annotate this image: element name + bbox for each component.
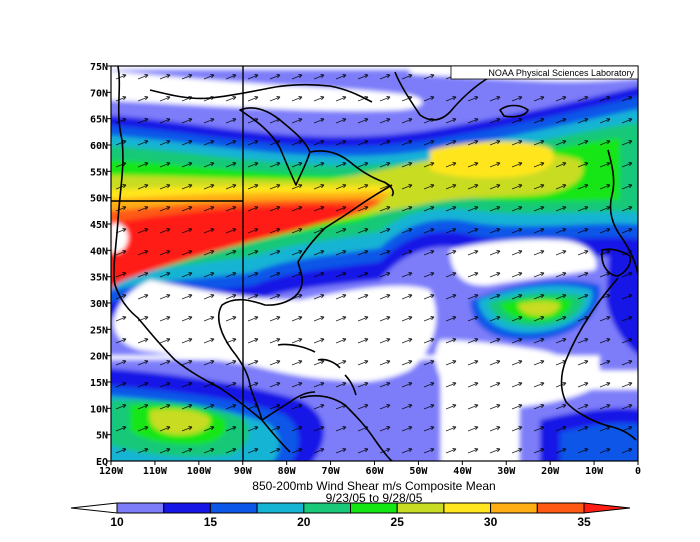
lon-tick-label: 100W: [187, 466, 212, 477]
lat-tick-label: EQ: [96, 457, 108, 468]
colorbar-label: 20: [297, 515, 311, 529]
lon-tick-label: 60W: [365, 466, 384, 477]
lat-tick-label: 35N: [90, 273, 108, 284]
credit-label: NOAA Physical Sciences Laboratory: [488, 68, 634, 78]
colorbar-swatch: [350, 502, 398, 514]
lon-tick-label: 110W: [143, 466, 168, 477]
coast-canadian-arctic: [149, 83, 373, 103]
colorbar-label: 35: [577, 515, 591, 529]
colorbar-swatch: [443, 502, 492, 514]
coast-central-america: [261, 391, 316, 421]
lon-tick-label: 90W: [234, 466, 253, 477]
colorbar-swatch: [256, 502, 305, 514]
lon-tick-label: 20W: [541, 466, 560, 477]
lat-tick-label: 5N: [96, 431, 108, 442]
lat-tick-label: 60N: [90, 141, 108, 152]
colorbar-swatch: [396, 502, 445, 514]
colorbar-swatch: [163, 502, 211, 514]
map-title: 850-200mb Wind Shear m/s Composite Mean: [252, 479, 495, 493]
coast-europe: [607, 149, 638, 276]
lat-tick-label: 15N: [90, 378, 108, 389]
lat-tick-label: 45N: [90, 220, 108, 231]
coast-iceland: [499, 104, 529, 118]
colorbar: 10 15 20 25 30 35: [70, 502, 631, 529]
lat-tick-label: 30N: [90, 299, 108, 310]
coast-us-atlantic: [297, 184, 393, 263]
lon-tick-label: 120W: [99, 466, 124, 477]
lon-tick-label: 10W: [585, 466, 604, 477]
lat-ticks: EQ 5N 10N 15N 20N 25N 30N 35N 40N 45N 50N 55N 60N 65N…: [90, 62, 111, 468]
lat-tick-label: 40N: [90, 246, 108, 257]
lat-tick-label: 50N: [90, 194, 108, 205]
coastlines: [113, 66, 638, 461]
colorbar-label: 10: [110, 515, 124, 529]
colorbar-over-triangle: [583, 502, 631, 514]
coast-north-america-pacific: [113, 66, 291, 453]
coast-south-america: [299, 395, 393, 461]
lat-tick-label: 25N: [90, 325, 108, 336]
lon-tick-label: 70W: [322, 466, 341, 477]
colorbar-label: 30: [484, 515, 498, 529]
coast-africa: [560, 277, 637, 441]
colorbar-swatch: [209, 502, 258, 514]
lat-tick-label: 20N: [90, 352, 108, 363]
coast-labrador: [309, 150, 394, 197]
colorbar-swatch: [536, 502, 585, 514]
colorbar-swatch: [490, 502, 538, 514]
lon-tick-label: 80W: [278, 466, 297, 477]
colorbar-swatch: [303, 502, 351, 514]
coast-caribbean-islands: [277, 343, 357, 396]
lon-tick-label: 40W: [453, 466, 472, 477]
lat-tick-label: 65N: [90, 115, 108, 126]
coast-hudson-bay: [239, 107, 311, 186]
lat-tick-label: 10N: [90, 404, 108, 415]
colorbar-swatch: [116, 502, 165, 514]
lat-tick-label: 55N: [90, 167, 108, 178]
lon-ticks: 120W 110W 100W 90W 80W 70W 60W 50W 40W 30W 20W 10W 0: [99, 461, 641, 477]
credit-box: [450, 65, 639, 80]
colorbar-label: 25: [391, 515, 405, 529]
wind-vector-field: [111, 66, 638, 461]
colorbar-under-triangle: [70, 502, 118, 514]
lat-tick-label: 75N: [90, 62, 108, 73]
lon-tick-label: 50W: [409, 466, 428, 477]
colorbar-label: 15: [204, 515, 218, 529]
lon-tick-label: 30W: [497, 466, 516, 477]
lon-tick-label: 0: [635, 466, 641, 477]
coast-gulf-of-mexico: [217, 261, 303, 421]
lat-tick-label: 70N: [90, 88, 108, 99]
map-date-range: 9/23/05 to 9/28/05: [326, 491, 423, 505]
coast-iberia: [601, 248, 632, 277]
